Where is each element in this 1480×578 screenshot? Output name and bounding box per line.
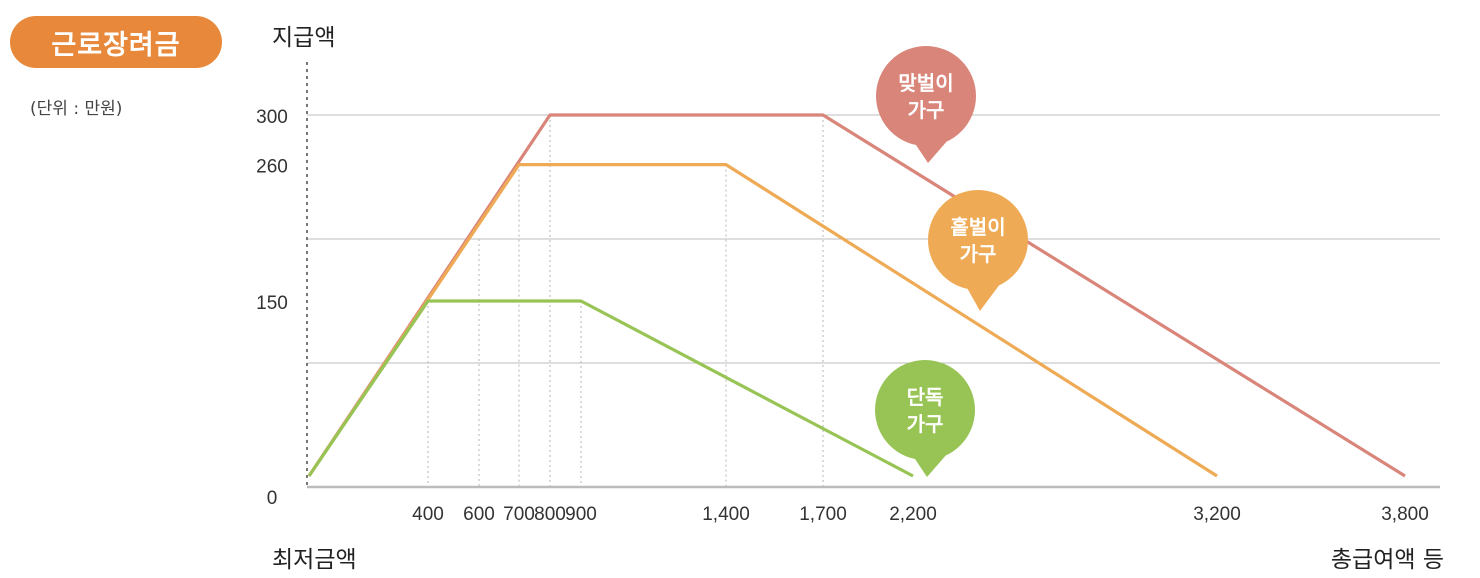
legend-label: 단독 <box>907 385 944 409</box>
chart-title-badge: 근로장려금 <box>10 16 222 68</box>
y-tick-label: 260 <box>256 157 288 178</box>
y-axis-title: 지급액 <box>272 25 335 51</box>
series-line-2 <box>307 299 914 478</box>
legend-label: 가구 <box>907 412 944 436</box>
y-tick-label: 300 <box>256 107 288 128</box>
series-line-0 <box>307 113 1406 478</box>
x-tick-label: 900 <box>565 504 597 525</box>
x-tick-label: 3,200 <box>1193 504 1241 525</box>
x-tick-label: 400 <box>412 504 444 525</box>
unit-note: (단위 : 만원) <box>30 99 123 119</box>
y-tick-label: 0 <box>267 488 278 509</box>
legend-bubble <box>875 360 975 460</box>
legend-label: 가구 <box>908 98 945 122</box>
x-tick-label: 1,700 <box>799 504 847 525</box>
legend-bubble-tail <box>966 284 1000 311</box>
x-tick-label: 2,200 <box>889 504 937 525</box>
x-tick-label: 600 <box>463 504 495 525</box>
x-axis-end-label: 총급여액 등 <box>1331 547 1444 573</box>
x-axis-start-label: 최저금액 <box>272 547 357 573</box>
legend-bubble <box>928 190 1028 290</box>
x-tick-label: 700 <box>503 504 535 525</box>
legend-label: 맞벌이 <box>898 71 953 95</box>
legend-bubble <box>876 46 976 146</box>
legend-label: 홑벌이 <box>950 215 1005 239</box>
series-line-1 <box>307 163 1218 478</box>
legend-label: 가구 <box>960 242 997 266</box>
y-tick-label: 150 <box>256 293 288 314</box>
x-tick-label: 1,400 <box>702 504 750 525</box>
x-tick-label: 800 <box>534 504 566 525</box>
x-tick-label: 3,800 <box>1381 504 1429 525</box>
